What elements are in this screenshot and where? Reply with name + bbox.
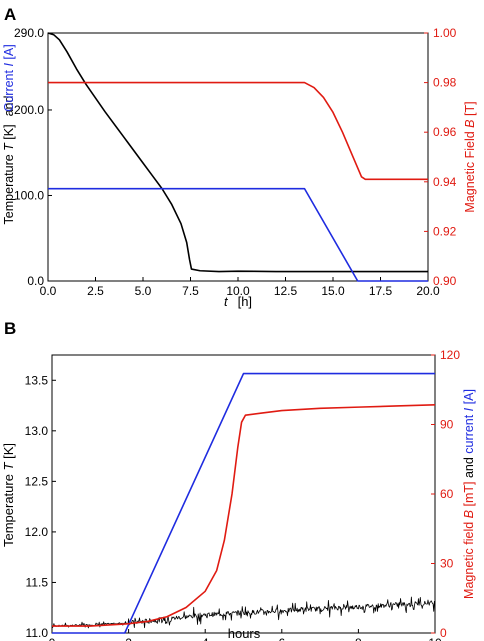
panel-a-left-y-ticks: 0.0 100.0 200.0 290.0 (14, 26, 52, 288)
b-field-series-line (52, 404, 436, 627)
svg-text:Temperature T [K]and: Temperature T [K]and (2, 95, 16, 224)
panel-a-left-y-label-current: Current I [A] (2, 44, 16, 111)
panel-a-chart: 0.0 2.5 5.0 7.5 10.0 12.5 15.0 17.5 20.0 0.0 100.… (2, 26, 477, 309)
b-x-tick-label: 4 (202, 636, 209, 641)
b-right-y-tick-label: 30 (440, 557, 454, 571)
a-x-tick-label: 0.0 (40, 284, 57, 298)
a-temperature-series-line (47, 32, 428, 273)
b-left-y-tick-label: 12.5 (25, 474, 49, 488)
panel-b-x-label: hours (228, 626, 261, 641)
panel-a-plot-frame (47, 32, 429, 282)
a-x-tick-label: 12.5 (274, 284, 298, 298)
a-x-tick-label: 15.0 (321, 284, 345, 298)
panel-b-left-y-label: Temperature T [K] (1, 443, 16, 547)
panel-b-chart: 0 2 4 6 8 10 11.0 11.5 12.0 12.5 13.0 13.5 0 30 60 90… (1, 348, 476, 641)
b-right-y-tick-label: 90 (440, 418, 454, 432)
a-left-y-tick-label: 290.0 (14, 26, 44, 40)
a-right-y-tick-label: 0.94 (433, 175, 457, 189)
panel-a-right-y-label: Magnetic Field B [T] (463, 101, 477, 212)
panel-a-left-y-label: Temperature T [K]and (2, 95, 16, 224)
panel-b-x-ticks: 0 2 4 6 8 10 (49, 629, 442, 641)
a-right-y-tick-label: 0.98 (433, 76, 457, 90)
b-right-y-tick-label: 60 (440, 487, 454, 501)
b-left-y-tick-label: 13.5 (25, 373, 49, 387)
b-x-tick-label: 0 (49, 636, 56, 641)
a-left-y-tick-label: 0.0 (27, 274, 44, 288)
svg-text:Magnetic field B [mT] and curr: Magnetic field B [mT] and current I [A] (462, 389, 476, 599)
a-right-y-tick-label: 0.92 (433, 224, 457, 238)
svg-text:Current I [A]: Current I [A] (2, 44, 16, 111)
b-left-y-tick-label: 13.0 (25, 424, 49, 438)
b-x-tick-label: 10 (428, 636, 442, 641)
panel-a-x-ticks: 0.0 2.5 5.0 7.5 10.0 12.5 15.0 17.5 20.0 (40, 277, 440, 298)
a-current-series-line (48, 187, 428, 282)
b-x-tick-label: 8 (355, 636, 362, 641)
b-x-tick-label: 6 (278, 636, 285, 641)
svg-text:Temperature T [K]: Temperature T [K] (1, 443, 16, 547)
b-left-y-tick-label: 12.0 (25, 525, 49, 539)
panel-b-right-y-label: Magnetic field B [mT] and current I [A] (462, 389, 476, 599)
b-right-y-tick-label: 120 (440, 348, 460, 362)
panel-b-series (51, 372, 436, 634)
panel-b-letter: B (4, 319, 16, 338)
a-x-tick-label: 10.0 (226, 284, 250, 298)
a-x-tick-label: 2.5 (87, 284, 104, 298)
a-x-tick-label: 20.0 (416, 284, 440, 298)
b-x-tick-label: 2 (125, 636, 132, 641)
panel-b-left-y-ticks: 11.0 11.5 12.0 12.5 13.0 13.5 (25, 373, 56, 640)
svg-text:Magnetic Field B [T]: Magnetic Field B [T] (463, 101, 477, 212)
b-left-y-tick-label: 11.0 (26, 626, 49, 640)
b-left-y-tick-label: 11.5 (26, 575, 49, 589)
panel-a-letter: A (4, 5, 16, 24)
panel-b-plot-frame (51, 354, 436, 634)
panel-a-series (47, 32, 428, 282)
panel-b-right-y-ticks: 0 30 60 90 120 (431, 348, 460, 640)
a-x-tick-label: 5.0 (135, 284, 152, 298)
a-left-y-tick-label: 200.0 (14, 103, 44, 117)
b-right-y-tick-label: 0 (440, 626, 447, 640)
a-right-y-tick-label: 0.90 (433, 274, 457, 288)
b-temperature-series-line (51, 596, 436, 629)
panel-a-x-label: t [h] (224, 294, 252, 309)
b-current-series-line (52, 372, 435, 634)
a-field-series-line (48, 81, 428, 181)
a-left-y-tick-label: 100.0 (14, 188, 44, 202)
a-right-y-tick-label: 1.00 (433, 26, 457, 40)
a-x-tick-label: 17.5 (369, 284, 393, 298)
a-right-y-tick-label: 0.96 (433, 125, 457, 139)
a-x-tick-label: 7.5 (182, 284, 199, 298)
panel-a-right-y-ticks: 0.90 0.92 0.94 0.96 0.98 1.00 (424, 26, 457, 288)
